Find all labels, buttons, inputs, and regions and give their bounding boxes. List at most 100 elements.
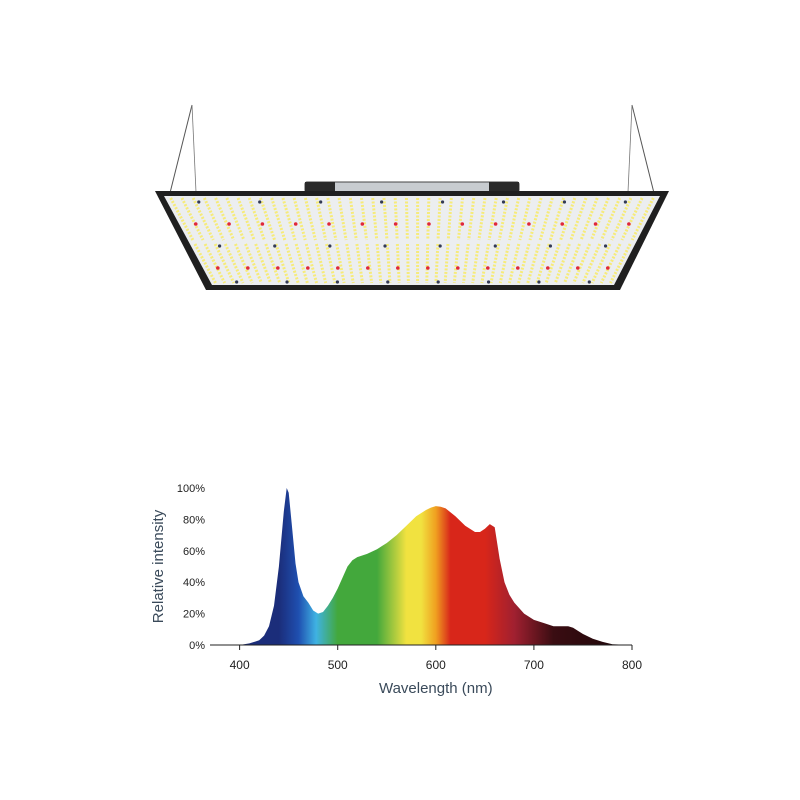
- red-led: [427, 222, 431, 226]
- white-led-strip: [436, 197, 442, 241]
- right-hanging-cable-2: [627, 104, 633, 193]
- mount-screw: [386, 280, 390, 284]
- mount-screw: [537, 280, 541, 284]
- y-tick-label: 40%: [183, 577, 205, 589]
- mount-screw: [235, 280, 239, 284]
- white-led-strip: [528, 197, 543, 241]
- red-led: [456, 266, 460, 270]
- mount-screw: [328, 244, 332, 248]
- white-led-strip: [480, 243, 490, 284]
- white-led-strip: [487, 197, 498, 241]
- spectrum-chart: 400 500 600 700 800 0% 20% 40% 60% 80% 100% Wavel…: [150, 483, 642, 697]
- white-led-strip: [507, 243, 521, 284]
- mount-screw: [319, 200, 323, 204]
- white-led-strip: [579, 197, 599, 241]
- right-hanging-cable: [631, 104, 655, 194]
- mount-screw: [218, 244, 222, 248]
- red-led: [246, 266, 250, 270]
- white-led-strip: [236, 197, 256, 241]
- white-led-strip: [498, 243, 511, 284]
- white-led-strip: [610, 197, 633, 241]
- white-led-strip: [538, 197, 554, 241]
- red-led: [327, 222, 331, 226]
- mount-screw: [436, 280, 440, 284]
- mount-screw: [197, 200, 201, 204]
- mount-screw: [440, 200, 445, 204]
- white-led-strip: [355, 243, 364, 284]
- red-led: [306, 266, 310, 270]
- x-tick-label: 800: [622, 658, 642, 672]
- x-tick-label: 400: [230, 658, 250, 672]
- panel-board: [164, 196, 660, 285]
- white-led-strip: [434, 243, 440, 284]
- white-led-strip: [477, 197, 487, 241]
- white-led-strip: [234, 243, 254, 284]
- red-led: [393, 222, 398, 226]
- white-led-strip: [270, 197, 287, 241]
- red-led: [227, 222, 231, 226]
- red-led: [627, 222, 631, 226]
- y-tick-label: 0%: [189, 640, 205, 652]
- white-led-strip: [180, 197, 205, 241]
- white-led-strip: [335, 243, 346, 284]
- white-led-strip: [630, 197, 655, 241]
- red-led: [366, 266, 370, 270]
- white-led-strip: [314, 243, 328, 284]
- mount-screw: [562, 200, 567, 204]
- white-led-strip: [223, 243, 245, 284]
- white-led-strip: [471, 243, 480, 284]
- mount-screw: [603, 244, 608, 248]
- left-hanging-cable-2: [191, 104, 197, 193]
- white-led-strip: [599, 243, 622, 284]
- white-led-strip: [589, 197, 610, 241]
- white-led-strip: [456, 197, 465, 241]
- red-led: [216, 266, 220, 270]
- white-led-strip: [620, 197, 644, 241]
- red-led: [486, 266, 490, 270]
- white-led-strip: [375, 243, 383, 284]
- white-led-strip: [559, 197, 577, 241]
- white-led-strip: [425, 243, 430, 284]
- spectrum-area: [220, 488, 632, 645]
- white-led-strip: [348, 197, 358, 241]
- white-led-strip: [281, 197, 297, 241]
- x-tick-label: 600: [426, 658, 446, 672]
- mount-screw: [380, 200, 384, 204]
- mount-screw: [285, 280, 289, 284]
- mount-screw: [383, 244, 387, 248]
- white-led-strip: [405, 243, 410, 284]
- white-led-strip: [572, 243, 592, 284]
- white-led-strip: [345, 243, 355, 284]
- red-led: [276, 266, 280, 270]
- red-led: [460, 222, 465, 226]
- x-tick-label: 500: [328, 658, 348, 672]
- white-led-strip: [213, 243, 236, 284]
- white-led-strip: [203, 243, 227, 284]
- red-led: [515, 266, 520, 270]
- white-led-strip: [259, 197, 276, 241]
- white-led-strip: [303, 197, 317, 241]
- white-led-strip: [371, 197, 379, 241]
- white-led-strip: [203, 197, 225, 241]
- y-axis-title: Relative intensity: [150, 509, 167, 623]
- mount-screw: [623, 200, 627, 204]
- red-led: [360, 222, 365, 226]
- mount-screw: [486, 280, 491, 284]
- white-led-strip: [292, 197, 307, 241]
- white-led-strip: [193, 243, 217, 284]
- red-led: [493, 222, 498, 226]
- mount-screw: [493, 244, 497, 248]
- red-led: [527, 222, 531, 226]
- white-led-strip: [393, 197, 399, 241]
- white-led-strip: [569, 197, 588, 241]
- white-led-strip: [382, 197, 389, 241]
- grow-light-panel-image: [155, 104, 669, 290]
- white-led-strip: [395, 243, 401, 284]
- red-led: [260, 222, 265, 226]
- white-led-strip: [315, 197, 328, 241]
- mount-screw: [587, 280, 591, 284]
- mount-screw: [335, 280, 340, 284]
- white-led-strip: [609, 243, 632, 284]
- red-led: [293, 222, 298, 226]
- white-led-strip: [365, 243, 374, 284]
